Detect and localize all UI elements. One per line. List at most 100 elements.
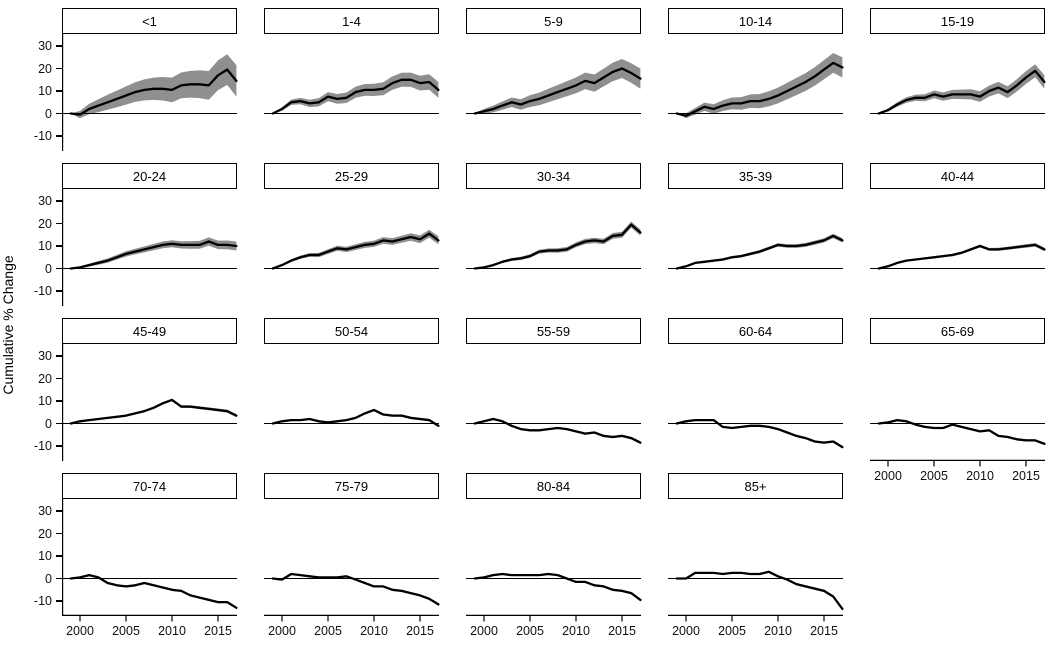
- x-tick-label: 2015: [810, 624, 838, 638]
- facet-strip: 35-39: [668, 163, 843, 189]
- confidence-ribbon: [878, 64, 1045, 114]
- y-tick-label: 20: [38, 61, 52, 76]
- facet-panel: [466, 572, 642, 617]
- facet-strip-label: 45-49: [132, 323, 167, 339]
- y-tick-label: -10: [33, 439, 52, 453]
- x-tick-label: 2010: [562, 624, 590, 638]
- facet-strip-label: 55-59: [536, 323, 571, 339]
- facet-strip: 55-59: [466, 318, 641, 344]
- confidence-ribbon: [474, 221, 641, 269]
- x-axis: 2000 2005 2010 2015: [874, 461, 1040, 483]
- confidence-ribbon: [70, 574, 237, 609]
- facet-strip: 80-84: [466, 473, 641, 499]
- facet-strip-label: 35-39: [738, 168, 773, 184]
- trend-line: [69, 240, 238, 270]
- x-axis: 2000 2005 2010 2015: [268, 616, 434, 638]
- facet-panel: [870, 64, 1046, 115]
- x-tick-label: 2005: [718, 624, 746, 638]
- y-tick-mark: [56, 135, 62, 137]
- trend-line: [271, 78, 440, 115]
- y-tick-label: -10: [33, 129, 52, 143]
- facet-panel: [466, 221, 642, 270]
- facet-strip: 70-74: [62, 473, 237, 499]
- facet-strip-label: 50-54: [334, 323, 369, 339]
- x-tick-label: 2010: [158, 624, 186, 638]
- facet-panel: [264, 408, 440, 428]
- y-tick-label: 20: [38, 526, 52, 541]
- facet-strip: 40-44: [870, 163, 1045, 189]
- confidence-ribbon: [474, 573, 641, 601]
- facet-25-29: 25-29: [264, 163, 440, 270]
- y-tick-label: 20: [38, 216, 52, 231]
- facet-strip: 1-4: [264, 8, 439, 34]
- trend-line: [675, 234, 844, 270]
- y-tick-mark: [56, 45, 62, 47]
- facet-strip-label: 85+: [744, 478, 767, 494]
- x-tick-label: 2000: [268, 624, 296, 638]
- trend-line: [877, 418, 1046, 445]
- facet-panel: [62, 344, 238, 461]
- facet-panel: [668, 53, 844, 119]
- facet-strip: 20-24: [62, 163, 237, 189]
- facet-strip-label: <1: [142, 13, 157, 29]
- facet-strip: 65-69: [870, 318, 1045, 344]
- trend-line: [271, 232, 440, 270]
- y-tick-label: 0: [45, 261, 52, 276]
- x-tick-label: 2015: [608, 624, 636, 638]
- facet-strip: 15-19: [870, 8, 1045, 34]
- facet-strip-label: 5-9: [544, 13, 563, 29]
- facet-strip: 25-29: [264, 163, 439, 189]
- y-tick-mark: [56, 532, 62, 535]
- trend-line: [675, 418, 844, 449]
- facet-strip-label: 75-79: [334, 478, 369, 494]
- facet-panel: [668, 418, 844, 449]
- trend-line: [675, 61, 844, 117]
- facet-strip-label: 15-19: [940, 13, 975, 29]
- trend-line: [69, 573, 238, 609]
- y-tick-mark: [56, 555, 62, 557]
- y-tick-label: 10: [38, 84, 52, 98]
- y-tick-mark: [56, 222, 62, 225]
- x-axis: 2000 2005 2010 2015: [66, 616, 232, 638]
- y-tick-label: 0: [45, 106, 52, 121]
- x-tick-label: 2000: [672, 624, 700, 638]
- facet-70-74: 70-74 30 20 10 0 -10 2000 2005 2010 2015: [34, 473, 238, 638]
- facet-panel: [870, 243, 1046, 270]
- y-tick-label: 0: [45, 416, 52, 431]
- x-tick-label: 2005: [112, 624, 140, 638]
- confidence-ribbon: [272, 229, 439, 269]
- facet-1-4: 1-4: [264, 8, 440, 115]
- y-tick-label: 30: [38, 504, 52, 518]
- trend-line: [877, 243, 1046, 270]
- confidence-ribbon: [474, 418, 641, 444]
- facet-65-69: 65-69 2000 2005 2010 2015: [870, 318, 1046, 483]
- x-tick-label: 2005: [314, 624, 342, 638]
- x-tick-label: 2015: [204, 624, 232, 638]
- y-tick-label: 10: [38, 239, 52, 253]
- confidence-ribbon: [474, 59, 641, 114]
- y-tick-label: 30: [38, 349, 52, 363]
- x-tick-label: 2010: [764, 624, 792, 638]
- facet-strip-label: 40-44: [940, 168, 975, 184]
- facet-panel: [62, 34, 238, 151]
- y-tick-mark: [56, 445, 62, 447]
- trend-line: [271, 408, 440, 427]
- facet-strip: 30-34: [466, 163, 641, 189]
- x-tick-label: 2000: [874, 469, 902, 483]
- x-tick-label: 2015: [406, 624, 434, 638]
- y-tick-mark: [56, 422, 62, 425]
- facet-panel: [62, 189, 238, 306]
- facet-5-9: 5-9: [466, 8, 642, 115]
- y-tick-label: -10: [33, 284, 52, 298]
- y-tick-mark: [56, 112, 62, 115]
- trend-line: [473, 417, 642, 444]
- facet-75-79: 75-79 2000 2005 2010 2015: [264, 473, 440, 638]
- x-tick-label: 2000: [470, 624, 498, 638]
- facet-10-14: 10-14: [668, 8, 844, 119]
- y-tick-mark: [56, 510, 62, 512]
- y-tick-mark: [56, 600, 62, 602]
- facet-40-44: 40-44: [870, 163, 1046, 270]
- y-tick-label: 30: [38, 194, 52, 208]
- x-tick-label: 2005: [516, 624, 544, 638]
- facet-panel: [264, 572, 440, 617]
